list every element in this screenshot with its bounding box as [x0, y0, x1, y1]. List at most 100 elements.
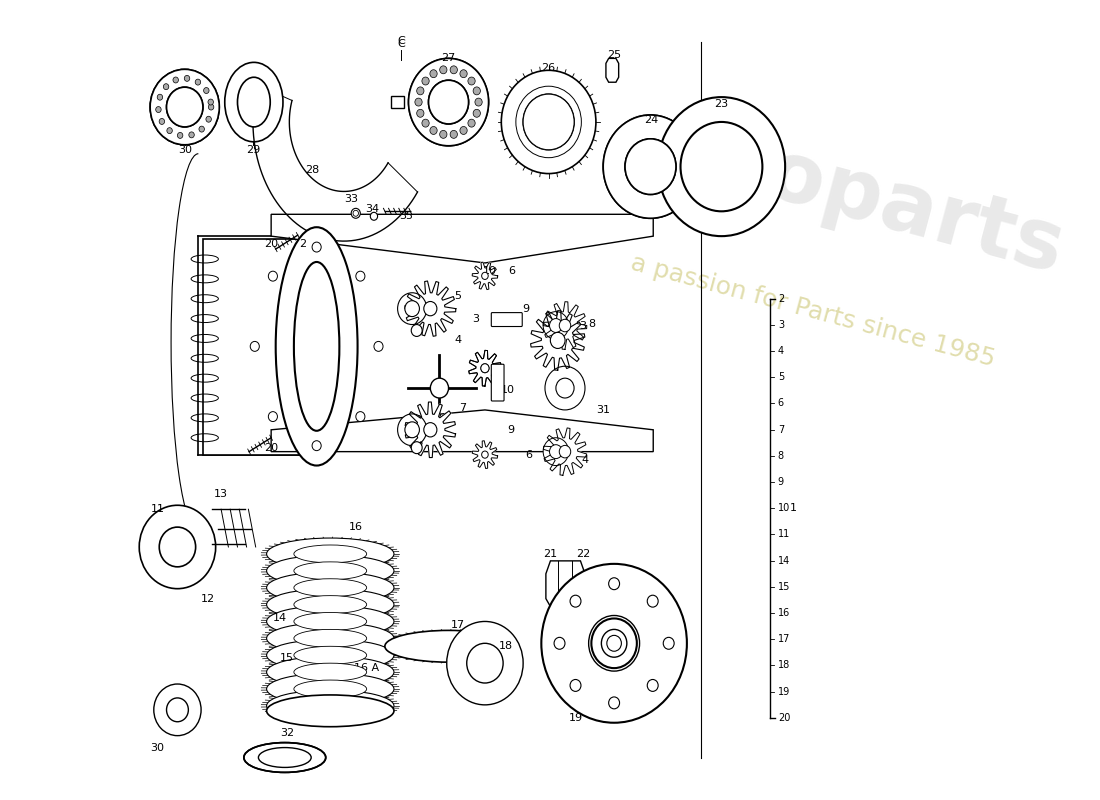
- Circle shape: [430, 378, 449, 398]
- Circle shape: [417, 110, 424, 118]
- Text: 29: 29: [245, 145, 260, 154]
- Text: 6: 6: [525, 450, 532, 460]
- Circle shape: [516, 86, 582, 158]
- Polygon shape: [543, 428, 586, 475]
- Circle shape: [466, 643, 503, 683]
- Text: 17: 17: [778, 634, 790, 644]
- Ellipse shape: [266, 690, 394, 722]
- Ellipse shape: [294, 596, 366, 614]
- Circle shape: [592, 618, 637, 668]
- Circle shape: [647, 679, 658, 691]
- Ellipse shape: [294, 663, 366, 681]
- Circle shape: [430, 126, 437, 134]
- Circle shape: [460, 70, 467, 78]
- Circle shape: [429, 80, 469, 124]
- Circle shape: [355, 271, 365, 281]
- Circle shape: [475, 98, 482, 106]
- Circle shape: [208, 99, 213, 105]
- Circle shape: [554, 638, 565, 650]
- Circle shape: [355, 412, 365, 422]
- Circle shape: [422, 77, 429, 85]
- Circle shape: [371, 212, 377, 220]
- Polygon shape: [472, 441, 497, 469]
- Ellipse shape: [294, 545, 366, 563]
- Ellipse shape: [266, 538, 394, 570]
- Text: 24: 24: [645, 115, 659, 125]
- Circle shape: [502, 70, 596, 174]
- Text: 16: 16: [778, 608, 790, 618]
- Circle shape: [440, 66, 447, 74]
- Circle shape: [151, 70, 219, 145]
- FancyBboxPatch shape: [492, 364, 504, 401]
- Circle shape: [424, 302, 437, 316]
- Polygon shape: [606, 58, 618, 82]
- Circle shape: [559, 319, 571, 332]
- Text: a passion for Parts since 1985: a passion for Parts since 1985: [628, 250, 998, 371]
- Circle shape: [140, 506, 216, 589]
- Circle shape: [154, 684, 201, 736]
- Text: 22: 22: [576, 549, 591, 559]
- Text: 13: 13: [214, 490, 228, 499]
- Circle shape: [447, 622, 524, 705]
- Circle shape: [397, 414, 427, 446]
- Text: 21: 21: [543, 549, 558, 559]
- Text: 19: 19: [778, 686, 790, 697]
- Circle shape: [163, 84, 168, 90]
- Polygon shape: [469, 350, 502, 386]
- Text: 14: 14: [273, 614, 287, 623]
- Circle shape: [440, 130, 447, 138]
- Circle shape: [473, 110, 481, 118]
- Text: 18: 18: [498, 642, 513, 651]
- Text: 10: 10: [778, 503, 790, 514]
- Circle shape: [195, 79, 200, 85]
- Circle shape: [541, 564, 686, 722]
- Circle shape: [460, 126, 467, 134]
- Circle shape: [608, 697, 619, 709]
- Circle shape: [482, 272, 488, 279]
- Circle shape: [151, 70, 219, 145]
- Circle shape: [588, 615, 639, 671]
- Text: 8: 8: [778, 451, 784, 461]
- Circle shape: [351, 208, 361, 218]
- Circle shape: [543, 312, 569, 339]
- Text: 34: 34: [365, 204, 380, 214]
- Circle shape: [405, 301, 419, 317]
- Text: 5: 5: [454, 290, 461, 301]
- Circle shape: [408, 58, 488, 146]
- Text: C: C: [397, 39, 405, 50]
- Ellipse shape: [266, 572, 394, 603]
- Text: 10: 10: [483, 266, 496, 276]
- Ellipse shape: [294, 262, 340, 430]
- Circle shape: [647, 595, 658, 607]
- Text: 20: 20: [264, 442, 278, 453]
- Ellipse shape: [266, 622, 394, 654]
- Circle shape: [160, 118, 165, 125]
- Circle shape: [570, 595, 581, 607]
- Polygon shape: [253, 85, 418, 241]
- Circle shape: [424, 422, 437, 437]
- Polygon shape: [271, 214, 653, 263]
- Text: 19: 19: [569, 713, 583, 722]
- Circle shape: [603, 115, 697, 218]
- Circle shape: [177, 133, 183, 138]
- Circle shape: [204, 87, 209, 94]
- Text: 27: 27: [441, 54, 455, 63]
- Circle shape: [468, 119, 475, 127]
- Text: europarts: europarts: [606, 93, 1072, 290]
- Circle shape: [603, 115, 697, 218]
- Circle shape: [422, 119, 429, 127]
- Circle shape: [189, 132, 195, 138]
- Text: 3: 3: [580, 321, 586, 330]
- Text: 6: 6: [508, 266, 516, 276]
- Circle shape: [550, 332, 565, 349]
- Ellipse shape: [238, 78, 271, 127]
- Circle shape: [160, 527, 196, 567]
- Circle shape: [268, 271, 277, 281]
- Circle shape: [550, 318, 562, 333]
- Ellipse shape: [294, 630, 366, 647]
- Circle shape: [167, 128, 173, 134]
- Circle shape: [166, 698, 188, 722]
- Circle shape: [468, 77, 475, 85]
- Text: 33: 33: [344, 194, 359, 205]
- Circle shape: [374, 342, 383, 351]
